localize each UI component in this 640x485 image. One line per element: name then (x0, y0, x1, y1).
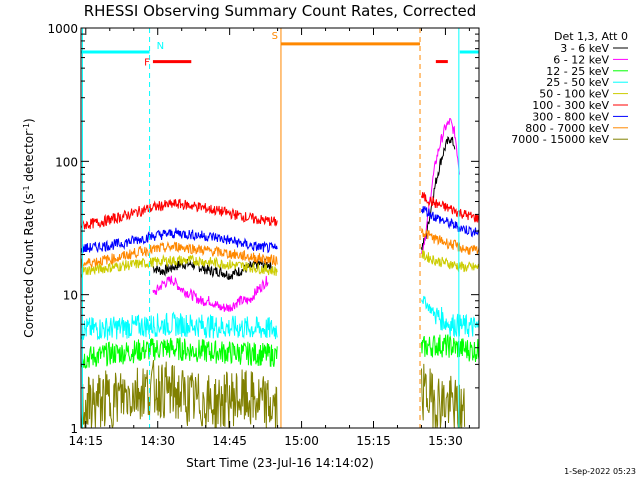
x-tick-label: 15:30 (428, 434, 463, 448)
y-tick-label: 10 (63, 289, 78, 303)
plot-frame (80, 27, 480, 429)
x-tick-label: 14:30 (140, 434, 175, 448)
legend-label-800-7000-kev: 800 - 7000 keV (525, 122, 609, 135)
y-axis-label-part2: detector (22, 131, 36, 186)
legend-label-100-300-kev: 100 - 300 keV (532, 99, 609, 112)
series-line-6-12-kev-seg2 (421, 117, 460, 254)
x-tick-label: 14:15 (68, 434, 103, 448)
y-axis-label: Corrected Count Rate (s-1 detector-1) (22, 118, 37, 337)
series-layer (80, 117, 480, 430)
series-line-7000-15000-kev-seg2 (421, 363, 466, 429)
series-line-100-300-kev-seg2 (421, 192, 480, 224)
flag-label-f: F (144, 58, 150, 69)
legend-label-50-100-kev: 50 - 100 keV (539, 88, 609, 101)
x-tick-label: 15:15 (356, 434, 391, 448)
y-axis-label-part1: Corrected Count Rate (s (22, 193, 36, 337)
legend-label-12-25-kev: 12 - 25 keV (546, 65, 609, 78)
flag-layer: NF S (81, 31, 479, 69)
x-tick-label: 14:45 (212, 434, 247, 448)
series-line-800-7000-kev-seg2 (421, 227, 480, 255)
series-line-50-100-kev-seg2 (421, 249, 480, 273)
marker-layer (81, 28, 460, 428)
footer-timestamp: 1-Sep-2022 05:23 (564, 467, 636, 476)
series-line-300-800-kev-seg1 (80, 227, 278, 254)
series-line-12-25-kev-seg2 (421, 334, 480, 362)
x-tick-label: 15:00 (284, 434, 319, 448)
legend-label-6-12-kev: 6 - 12 keV (553, 53, 609, 66)
series-line-3-6-kev-seg1 (152, 258, 274, 281)
tick-layer: 14:15 14:30 14:45 15:00 15:15 15:30 1 10 100 1000 (47, 22, 479, 448)
series-line-100-300-kev-seg1 (80, 198, 278, 230)
flag-label-n: N (157, 41, 164, 52)
y-axis-label-part3: ) (22, 118, 36, 123)
x-axis-label: Start Time (23-Jul-16 14:14:02) (186, 456, 374, 470)
y-tick-label: 100 (55, 155, 78, 169)
series-line-7000-15000-kev-seg1 (80, 360, 278, 430)
y-tick-label: 1000 (47, 22, 78, 36)
y-axis-label-sup2: -1 (22, 123, 31, 131)
legend-label-25-50-kev: 25 - 50 keV (546, 76, 609, 89)
series-line-6-12-kev-seg1 (152, 275, 269, 312)
y-axis-label-sup1: -1 (22, 185, 31, 193)
legend-label-300-800-kev: 300 - 800 keV (532, 110, 609, 123)
series-line-25-50-kev-seg2 (421, 295, 480, 338)
legend-header: Det 1,3, Att 0 (554, 30, 628, 43)
axes-layer (80, 27, 480, 429)
chart-title: RHESSI Observing Summary Count Rates, Co… (84, 2, 477, 20)
series-line-300-800-kev-seg2 (421, 206, 480, 238)
series-line-25-50-kev-seg1 (80, 311, 278, 341)
series-line-800-7000-kev-seg1 (80, 241, 278, 269)
series-line-12-25-kev-seg1 (80, 337, 278, 369)
flag-label-s: S (272, 31, 278, 42)
series-line-50-100-kev-seg1 (80, 253, 278, 279)
y-tick-label: 1 (70, 422, 78, 436)
legend-label-3-6-kev: 3 - 6 keV (560, 42, 609, 55)
legend-label-7000-15000-kev: 7000 - 15000 keV (511, 133, 609, 146)
